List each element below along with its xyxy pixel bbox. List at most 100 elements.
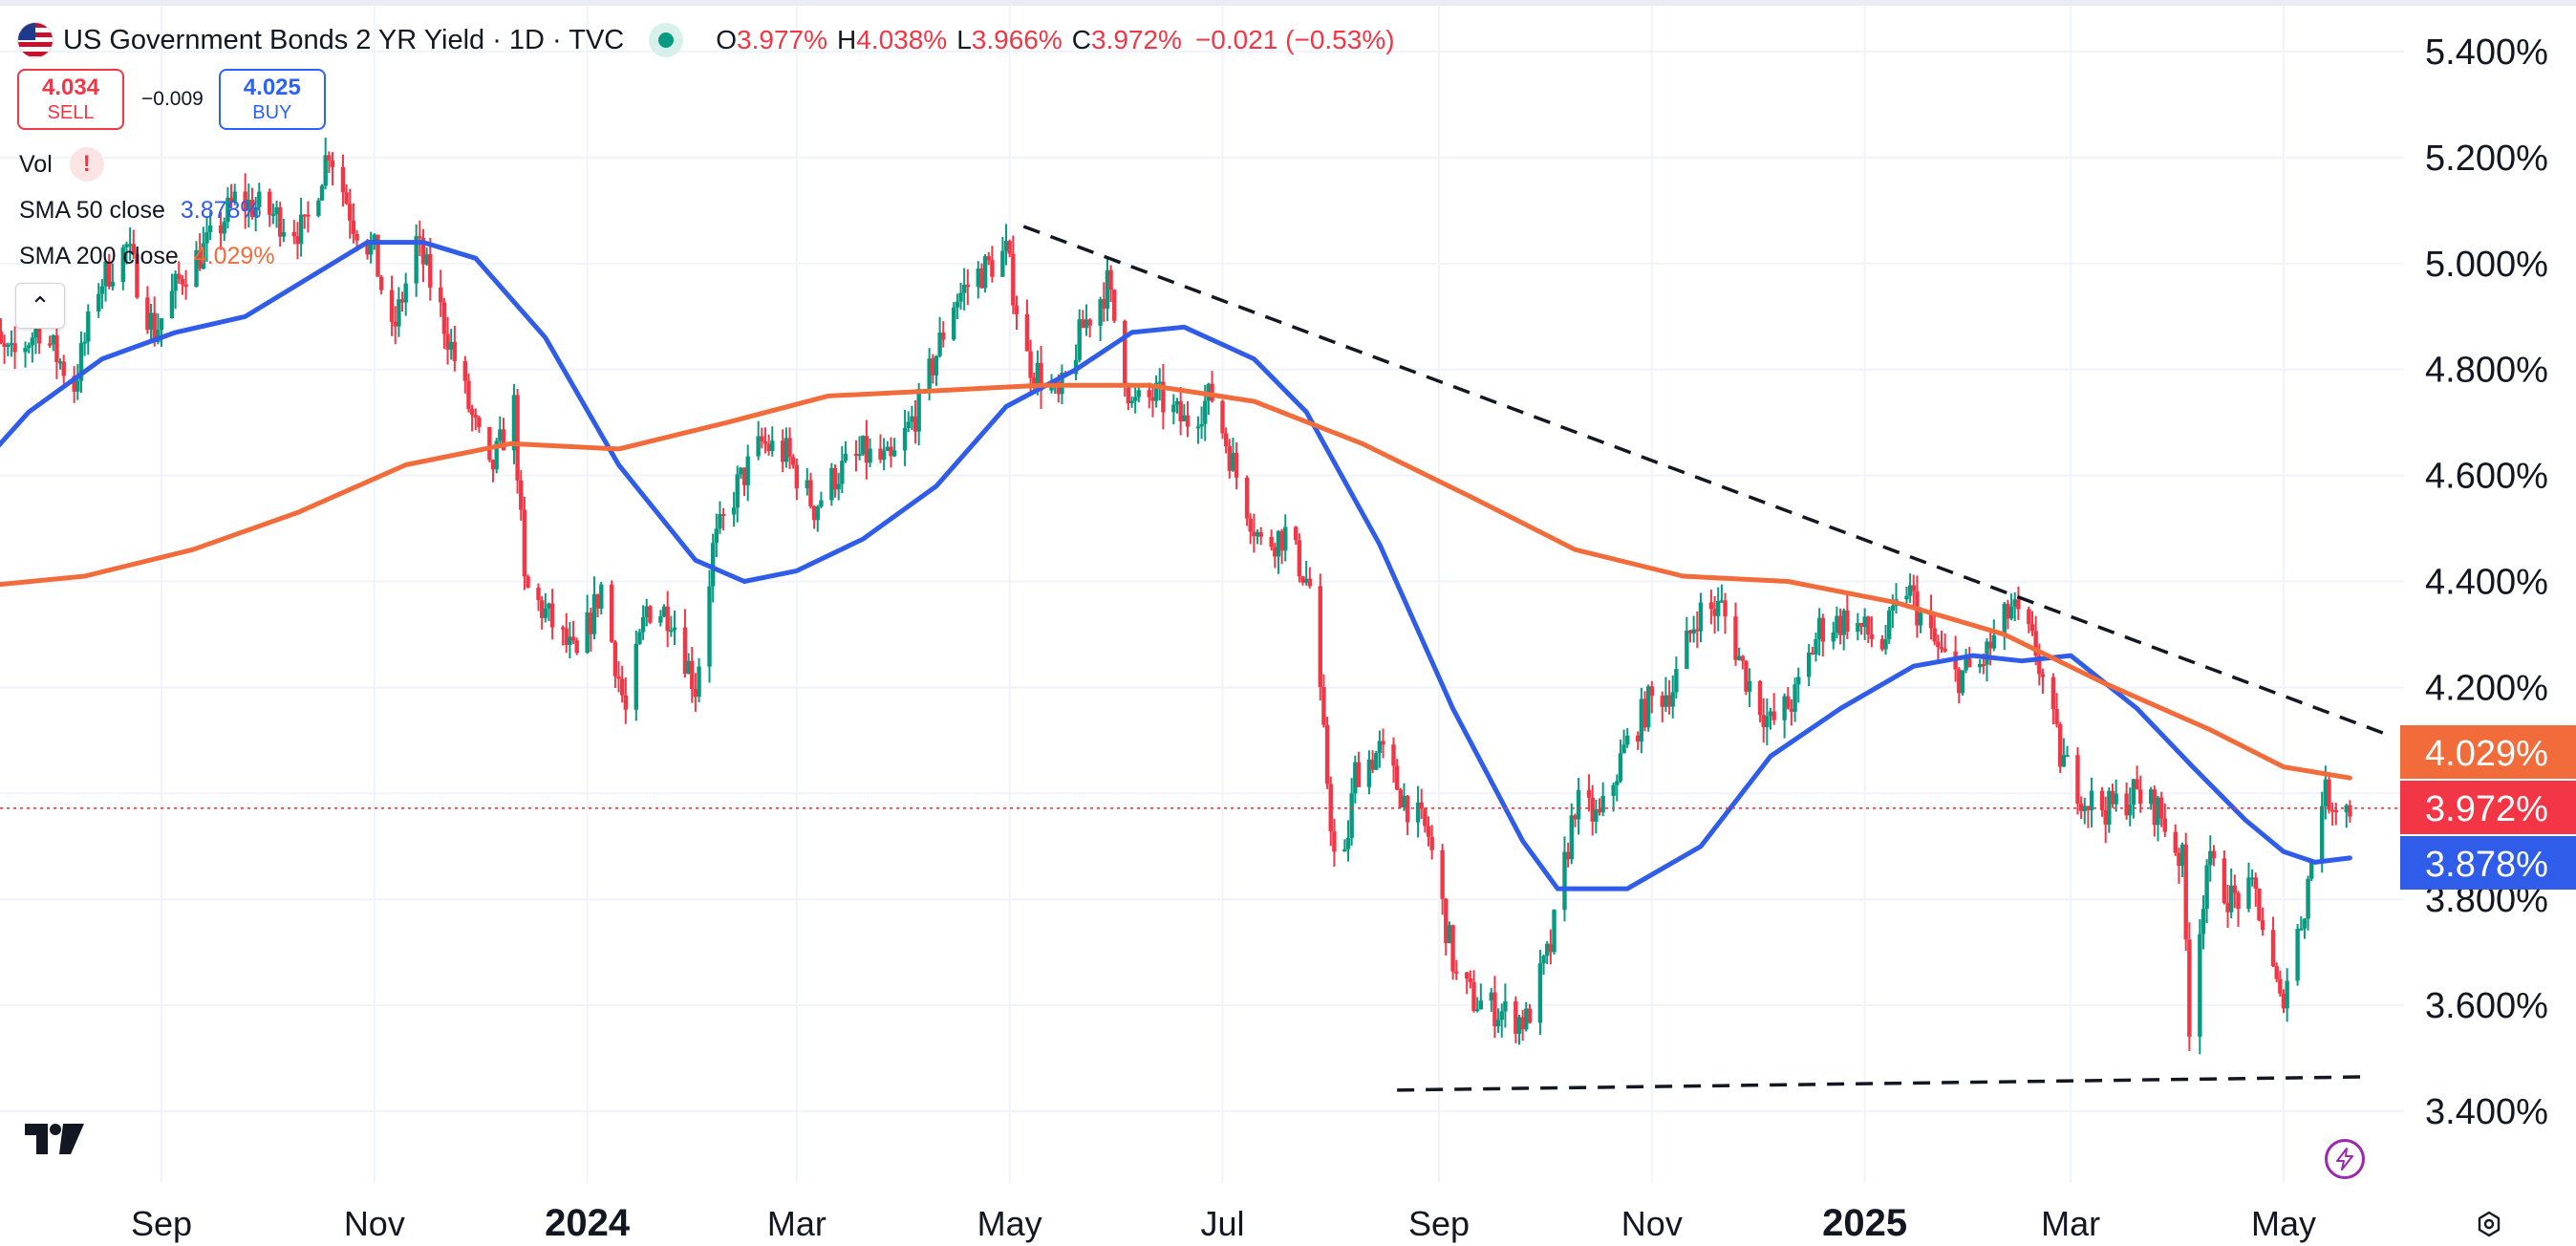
low-value: 3.966% [971, 25, 1063, 54]
tradingview-logo-icon[interactable] [25, 1124, 86, 1161]
candle [1248, 513, 1253, 545]
candle-body [1615, 781, 1620, 785]
candle [1252, 513, 1256, 553]
candle [414, 224, 419, 297]
candle-body [1527, 1008, 1533, 1023]
lightning-icon[interactable] [2325, 1139, 2365, 1179]
candle-body [1768, 711, 1773, 717]
candle-body [965, 284, 971, 288]
candle-body [498, 429, 503, 441]
candle-body [2179, 844, 2185, 867]
candle-body [180, 278, 185, 285]
candle-body [2198, 934, 2202, 1037]
candle-body [1712, 609, 1717, 616]
symbol-title[interactable]: US Government Bonds 2 YR Yield · 1D · TV… [63, 24, 625, 55]
candle-body [110, 281, 116, 287]
candle-body [864, 436, 869, 463]
candle-body [1077, 319, 1082, 360]
candle [2016, 586, 2021, 620]
sma200-indicator-row[interactable]: SMA 200 close 4.029% [19, 243, 275, 270]
candle-body [2208, 850, 2213, 866]
volume-indicator-row[interactable]: Vol ! [19, 147, 104, 182]
candle [714, 513, 719, 558]
candle-body [560, 627, 566, 630]
candle-body [1765, 716, 1770, 728]
candle-body [1757, 680, 1763, 716]
candle [1174, 397, 1180, 414]
candle [1636, 731, 1641, 750]
candle-body [1621, 744, 1626, 754]
candle-body [1670, 692, 1675, 707]
market-status-icon[interactable] [649, 23, 684, 57]
candle [2348, 800, 2352, 823]
candle [97, 283, 101, 318]
candle [103, 259, 108, 302]
candle-body [247, 200, 251, 211]
candle-body [547, 603, 551, 609]
candle-body [1691, 629, 1696, 634]
candle-body [2278, 978, 2283, 994]
candle-body [1719, 600, 1725, 603]
sma50-indicator-row[interactable]: SMA 50 close 3.878% [19, 197, 262, 225]
candle [1837, 608, 1843, 645]
candle [1856, 612, 1860, 641]
candle [912, 399, 918, 444]
candle-body [2148, 789, 2154, 805]
candle [1171, 394, 1176, 425]
candle-body [2058, 724, 2063, 767]
candle-body [1545, 943, 1550, 956]
candle-body [439, 287, 443, 303]
candle [640, 605, 646, 640]
candle [1576, 777, 1581, 835]
candle [741, 467, 747, 497]
candle [1112, 289, 1117, 324]
buy-button[interactable]: 4.025 BUY [218, 69, 326, 130]
candle [1716, 587, 1721, 632]
candle-body [1178, 400, 1183, 421]
candle [145, 286, 150, 334]
candle-body [2152, 789, 2157, 826]
candle [1182, 403, 1187, 422]
candle [1639, 687, 1644, 754]
candle-body [1342, 849, 1347, 852]
candle-body [1366, 759, 1372, 787]
candle [1600, 782, 1605, 817]
sell-button[interactable]: 4.034 SELL [17, 69, 124, 130]
candle [526, 574, 530, 589]
candle [1273, 543, 1277, 569]
candle-body [274, 207, 279, 214]
candle [1666, 679, 1672, 715]
candle [1318, 573, 1322, 701]
candle [1597, 798, 1602, 816]
candle [2299, 915, 2304, 931]
x-axis: Sep Nov 2024 Mar May Jul Sep Nov 2025 Mar May [131, 1202, 2316, 1244]
candle-body [1907, 585, 1913, 596]
candle [784, 427, 789, 468]
candle-body [135, 253, 140, 298]
warning-icon[interactable]: ! [69, 147, 104, 182]
candle [1586, 774, 1592, 812]
gear-icon[interactable] [2475, 1210, 2503, 1238]
candle [1810, 646, 1815, 655]
candle-body [1814, 638, 1818, 655]
candle-body [937, 333, 942, 356]
candle-body [54, 334, 59, 362]
candle [1541, 954, 1546, 976]
candle-body [2299, 928, 2304, 931]
candle-body [760, 436, 764, 441]
candle-body [340, 166, 346, 193]
open-value: 3.977% [737, 25, 827, 54]
collapse-legend-button[interactable]: ⌃ [15, 283, 65, 329]
candle [644, 598, 649, 627]
candle [1670, 675, 1675, 719]
candle-body [1664, 695, 1668, 707]
candle-body [539, 600, 545, 618]
candle-body [2012, 599, 2017, 607]
candle-body [1098, 299, 1103, 326]
candle [368, 231, 374, 264]
candle-body [735, 474, 740, 508]
candle [225, 187, 230, 229]
candle [1345, 820, 1351, 862]
candle [86, 304, 91, 355]
